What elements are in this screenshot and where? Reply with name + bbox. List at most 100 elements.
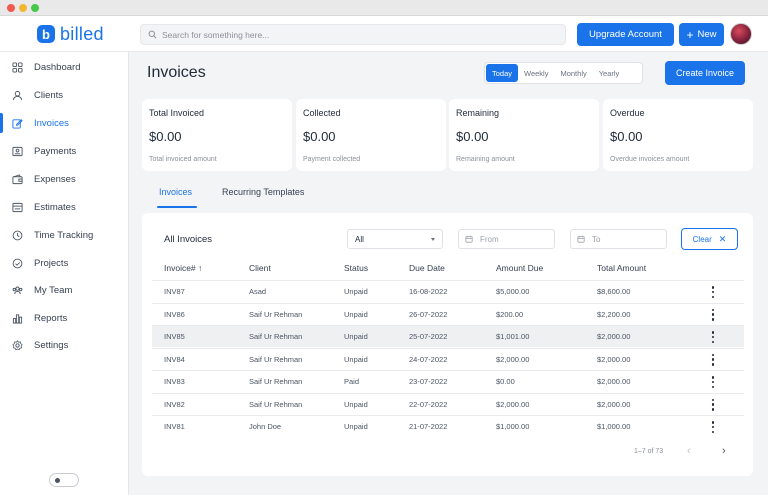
table-row[interactable]: INV87 Asad Unpaid 16-08-2022 $5,000.00 $8,600… bbox=[152, 280, 744, 302]
search-input[interactable] bbox=[162, 29, 542, 40]
sidebar-item-estimates[interactable]: Estimates bbox=[0, 196, 129, 218]
sidebar-item-time-tracking[interactable]: Time Tracking bbox=[0, 224, 129, 246]
sidebar: Dashboard Clients Invoices Payments Expe… bbox=[0, 52, 129, 495]
create-invoice-button[interactable]: Create Invoice bbox=[665, 61, 745, 85]
tab-recurring-templates[interactable]: Recurring Templates bbox=[222, 187, 305, 197]
sidebar-item-label: Time Tracking bbox=[34, 229, 94, 241]
close-icon: ✕ bbox=[718, 233, 727, 244]
maximize-window-dot[interactable] bbox=[31, 4, 39, 12]
check-circle-icon bbox=[12, 258, 23, 268]
sidebar-item-settings[interactable]: Settings bbox=[0, 334, 129, 356]
cell-total-amount: $2,000.00 bbox=[597, 354, 631, 364]
cell-amount-due: $0.00 bbox=[496, 377, 515, 386]
to-date-field[interactable]: To bbox=[570, 229, 667, 249]
cell-invoice-number: INV84 bbox=[164, 354, 185, 364]
row-actions-menu-icon[interactable] bbox=[711, 398, 715, 411]
sidebar-item-reports[interactable]: Reports bbox=[0, 307, 129, 329]
window-titlebar bbox=[0, 0, 768, 16]
column-header-amount-due[interactable]: Amount Due bbox=[496, 263, 544, 273]
sidebar-item-clients[interactable]: Clients bbox=[0, 84, 129, 106]
user-icon bbox=[12, 90, 23, 100]
cell-amount-due: $2,000.00 bbox=[496, 354, 530, 364]
cell-due-date: 22-07-2022 bbox=[409, 399, 448, 409]
sidebar-item-label: Reports bbox=[34, 312, 68, 324]
sidebar-item-projects[interactable]: Projects bbox=[0, 252, 129, 274]
cell-due-date: 21-07-2022 bbox=[409, 422, 448, 431]
clear-filters-button[interactable]: Clear ✕ bbox=[681, 228, 738, 250]
column-header-status[interactable]: Status bbox=[344, 263, 369, 273]
card-title: Remaining bbox=[456, 108, 500, 118]
cell-amount-due: $200.00 bbox=[496, 309, 524, 319]
row-actions-menu-icon[interactable] bbox=[711, 376, 715, 388]
row-actions-menu-icon[interactable] bbox=[711, 286, 715, 298]
period-selector: Today Weekly Monthly Yearly bbox=[484, 62, 643, 84]
period-weekly[interactable]: Weekly bbox=[524, 68, 549, 78]
cell-due-date: 16-08-2022 bbox=[409, 287, 448, 296]
minimize-window-dot[interactable] bbox=[19, 4, 27, 12]
column-header-total-amount[interactable]: Total Amount bbox=[597, 263, 647, 273]
table-row[interactable]: INV81 John Doe Unpaid 21-07-2022 $1,000.00 $1… bbox=[152, 415, 744, 437]
card-subtitle: Remaining amount bbox=[456, 156, 515, 163]
sidebar-item-my-team[interactable]: My Team bbox=[0, 279, 129, 301]
period-today[interactable]: Today bbox=[486, 64, 519, 82]
period-yearly[interactable]: Yearly bbox=[598, 68, 620, 78]
cell-status: Unpaid bbox=[344, 309, 368, 319]
row-actions-menu-icon[interactable] bbox=[711, 308, 715, 321]
app-logo[interactable]: b billed bbox=[37, 24, 104, 44]
tab-invoices[interactable]: Invoices bbox=[159, 187, 193, 197]
card-value: $0.00 bbox=[610, 129, 643, 144]
grid-icon bbox=[12, 61, 23, 73]
column-header-due-date[interactable]: Due Date bbox=[409, 263, 445, 273]
cell-total-amount: $1,000.00 bbox=[597, 422, 631, 431]
theme-toggle[interactable] bbox=[49, 473, 79, 487]
table-row[interactable]: INV83 Saif Ur Rehman Paid 23-07-2022 $0.00 $2… bbox=[152, 370, 744, 392]
edit-icon bbox=[12, 118, 23, 129]
chevron-left-icon[interactable]: ‹ bbox=[687, 445, 691, 457]
calendar-icon bbox=[577, 235, 585, 243]
row-actions-menu-icon[interactable] bbox=[711, 353, 715, 366]
table-row[interactable]: INV85 Saif Ur Rehman Unpaid 25-07-2022 $1,00… bbox=[152, 325, 744, 347]
summary-card-overdue: Overdue $0.00 Overdue invoices amount bbox=[603, 99, 753, 171]
user-avatar[interactable] bbox=[730, 23, 752, 45]
search-bar[interactable] bbox=[140, 24, 566, 45]
row-actions-menu-icon[interactable] bbox=[711, 331, 715, 343]
table-row[interactable]: INV82 Saif Ur Rehman Unpaid 22-07-2022 $2,00… bbox=[152, 392, 744, 415]
status-filter-value: All bbox=[355, 234, 364, 244]
column-header-invoice[interactable]: Invoice# ↑ bbox=[164, 263, 203, 273]
toggle-knob bbox=[55, 478, 60, 483]
period-monthly[interactable]: Monthly bbox=[560, 68, 587, 78]
sidebar-item-payments[interactable]: Payments bbox=[0, 140, 129, 162]
cell-amount-due: $1,001.00 bbox=[496, 332, 530, 341]
new-button[interactable]: + New bbox=[679, 23, 724, 46]
column-header-client[interactable]: Client bbox=[249, 263, 271, 273]
sidebar-item-dashboard[interactable]: Dashboard bbox=[0, 56, 129, 78]
page-title: Invoices bbox=[147, 64, 206, 81]
status-filter-select[interactable]: All bbox=[347, 229, 443, 249]
close-window-dot[interactable] bbox=[7, 4, 15, 12]
payment-icon bbox=[12, 146, 23, 156]
wallet-icon bbox=[12, 173, 23, 184]
sidebar-item-expenses[interactable]: Expenses bbox=[0, 168, 129, 190]
row-actions-menu-icon[interactable] bbox=[711, 421, 715, 433]
upgrade-account-button[interactable]: Upgrade Account bbox=[577, 23, 674, 46]
cell-due-date: 24-07-2022 bbox=[409, 354, 448, 364]
table-row[interactable]: INV84 Saif Ur Rehman Unpaid 24-07-2022 $2,00… bbox=[152, 347, 744, 370]
cell-invoice-number: INV87 bbox=[164, 287, 185, 296]
card-subtitle: Payment collected bbox=[303, 156, 361, 163]
sidebar-item-invoices[interactable]: Invoices bbox=[0, 112, 129, 134]
sidebar-item-label: Expenses bbox=[34, 173, 76, 185]
logo-mark: b bbox=[37, 25, 55, 43]
sidebar-item-label: Estimates bbox=[34, 201, 76, 213]
cell-client: Saif Ur Rehman bbox=[249, 332, 303, 341]
card-value: $0.00 bbox=[303, 129, 336, 144]
invoices-panel: All Invoices All From To Clear ✕ Invoice… bbox=[142, 213, 753, 476]
from-date-field[interactable]: From bbox=[458, 229, 555, 249]
card-subtitle: Total invoiced amount bbox=[149, 156, 217, 163]
cell-total-amount: $2,200.00 bbox=[597, 309, 631, 319]
table-row[interactable]: INV86 Saif Ur Rehman Unpaid 26-07-2022 $200.… bbox=[152, 302, 744, 325]
summary-card-collected: Collected $0.00 Payment collected bbox=[296, 99, 446, 171]
cell-status: Unpaid bbox=[344, 399, 368, 409]
sidebar-item-label: Clients bbox=[34, 89, 64, 101]
table-title: All Invoices bbox=[164, 234, 213, 245]
chevron-right-icon[interactable]: › bbox=[722, 445, 726, 457]
